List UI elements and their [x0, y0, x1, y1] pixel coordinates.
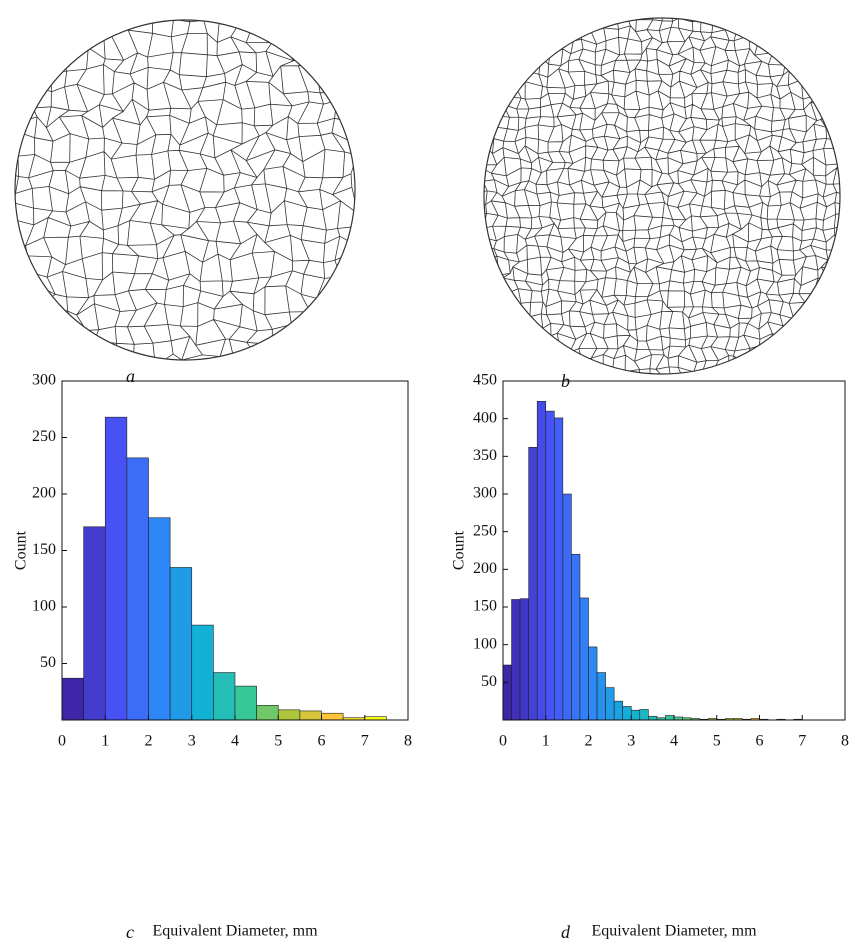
x-tick-label: 8: [404, 733, 412, 750]
y-tick-label: 200: [32, 485, 56, 502]
y-tick-label: 450: [473, 372, 497, 389]
y-tick-label: 300: [473, 485, 497, 502]
grain-boundaries: [15, 20, 355, 360]
x-tick-label: 3: [627, 733, 635, 750]
y-tick-label: 150: [32, 541, 56, 558]
x-tick-label: 6: [318, 733, 326, 750]
x-tick-label: 5: [274, 733, 282, 750]
x-tick-label: 3: [188, 733, 196, 750]
x-tick-label: 4: [670, 733, 678, 750]
histogram-bar: [622, 706, 632, 721]
histogram-bar: [528, 446, 538, 721]
x-tick-label: 4: [231, 733, 239, 750]
histogram-bar: [639, 709, 649, 721]
x-tick-label: 0: [499, 733, 507, 750]
histogram-bar: [588, 646, 598, 721]
sample-outline: [14, 19, 356, 361]
histogram-bar: [502, 664, 512, 721]
histogram-bar: [321, 712, 344, 721]
histogram-bar: [234, 685, 257, 721]
histogram-bar: [256, 705, 279, 721]
panel-label: a: [126, 366, 135, 386]
histogram-bar: [562, 493, 572, 721]
histogram-bar: [613, 700, 624, 721]
histogram-bar: [61, 677, 84, 721]
y-axis-label: Count: [451, 530, 468, 570]
y-tick-label: 300: [32, 372, 56, 389]
histogram-bar: [545, 410, 555, 721]
histogram-bar: [605, 687, 615, 721]
y-tick-label: 50: [481, 673, 497, 690]
histogram-bar: [169, 567, 193, 721]
y-tick-label: 150: [473, 598, 497, 615]
histogram-bar: [519, 598, 529, 721]
histogram-bar: [579, 597, 589, 721]
histogram-bar: [364, 716, 387, 721]
histogram-bar: [553, 417, 564, 721]
y-tick-label: 250: [473, 522, 497, 539]
x-tick-label: 5: [713, 733, 721, 750]
histogram-bar: [571, 553, 581, 721]
histogram-bar: [148, 517, 171, 721]
histogram-bar: [213, 672, 236, 721]
histogram-bar: [191, 624, 214, 721]
x-tick-label: 0: [58, 733, 66, 750]
grain-map: [15, 20, 355, 360]
y-tick-label: 350: [473, 447, 497, 464]
panel-label: d: [561, 922, 571, 942]
y-tick-label: 400: [473, 409, 497, 426]
y-axis-label: Count: [13, 530, 30, 570]
y-tick-label: 50: [40, 654, 56, 671]
histogram-bar: [299, 710, 322, 721]
histogram-bar: [648, 715, 658, 721]
x-tick-label: 2: [145, 733, 153, 750]
histogram-bar: [596, 672, 606, 721]
histogram-bar: [104, 416, 128, 721]
grain-map: [484, 18, 840, 374]
histogram-bar: [630, 709, 641, 721]
y-tick-label: 250: [32, 428, 56, 445]
panel-label: c: [126, 922, 134, 942]
histogram-bar: [536, 401, 547, 721]
histogram-bar: [277, 709, 301, 721]
x-tick-label: 7: [798, 733, 806, 750]
histogram-bar: [83, 526, 106, 721]
sample-outline: [483, 17, 841, 375]
y-tick-label: 100: [473, 635, 497, 652]
x-tick-label: 2: [585, 733, 593, 750]
x-tick-label: 8: [841, 733, 849, 750]
y-tick-label: 200: [473, 560, 497, 577]
x-tick-label: 1: [542, 733, 550, 750]
x-tick-label: 6: [756, 733, 764, 750]
x-axis-label: Equivalent Diameter, mm: [152, 923, 318, 940]
y-tick-label: 100: [32, 598, 56, 615]
x-tick-label: 1: [101, 733, 109, 750]
grain-boundaries: [484, 18, 840, 374]
histogram-bar: [126, 457, 149, 721]
histogram-bar: [665, 715, 675, 721]
x-axis-label: Equivalent Diameter, mm: [591, 923, 757, 940]
x-tick-label: 7: [361, 733, 369, 750]
histogram-bar: [511, 599, 521, 721]
